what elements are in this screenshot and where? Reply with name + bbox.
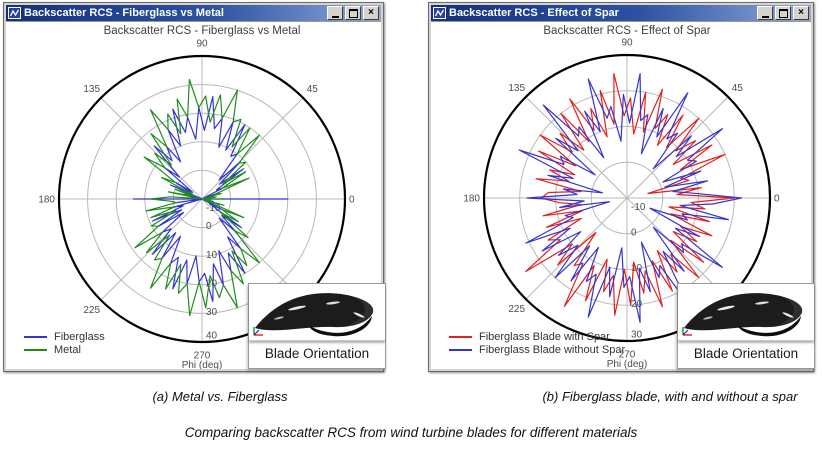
figure-window-icon bbox=[433, 7, 446, 19]
blade-orientation-inset: Blade Orientation bbox=[677, 283, 815, 369]
svg-text:0: 0 bbox=[631, 227, 637, 238]
legend-line-swatch bbox=[449, 335, 472, 338]
svg-text:180: 180 bbox=[38, 195, 55, 206]
legend: Fiberglass Metal bbox=[24, 330, 105, 356]
legend-label: Metal bbox=[54, 343, 81, 356]
blade-shape bbox=[684, 293, 803, 337]
close-icon: × bbox=[798, 7, 804, 18]
svg-text:180: 180 bbox=[463, 194, 480, 205]
blade-orientation-label: Blade Orientation bbox=[264, 346, 370, 361]
svg-text:40: 40 bbox=[206, 331, 218, 342]
figure-caption: Comparing backscatter RCS from wind turb… bbox=[184, 425, 638, 440]
titlebar[interactable]: Backscatter RCS - Fiberglass vs Metal × bbox=[6, 5, 381, 21]
svg-text:90: 90 bbox=[621, 38, 633, 49]
blade-3d-image bbox=[249, 284, 385, 341]
svg-text:135: 135 bbox=[83, 84, 100, 95]
figure-window-icon bbox=[8, 7, 21, 19]
blade-shape bbox=[255, 293, 374, 337]
svg-text:-10: -10 bbox=[206, 203, 221, 214]
axes-triad-icon bbox=[682, 327, 692, 336]
svg-text:Phi (deg): Phi (deg) bbox=[607, 359, 648, 369]
legend-line-swatch bbox=[449, 348, 472, 351]
svg-text:225: 225 bbox=[508, 304, 525, 315]
legend-label: Fiberglass Blade without Spar bbox=[479, 343, 626, 356]
polar-plot-effect-of-spar: Backscatter RCS - Effect of Spar 0 10 20 30 -… bbox=[463, 25, 780, 369]
svg-text:135: 135 bbox=[508, 83, 525, 94]
maximize-button[interactable] bbox=[345, 6, 361, 20]
svg-text:225: 225 bbox=[83, 305, 100, 316]
figure-client-area: Backscatter RCS - Fiberglass vs Metal 0 10… bbox=[6, 21, 386, 369]
axes-triad-icon bbox=[253, 327, 263, 336]
svg-text:Phi (deg): Phi (deg) bbox=[182, 360, 223, 369]
window-title: Backscatter RCS - Fiberglass vs Metal bbox=[24, 6, 224, 19]
minimize-button[interactable] bbox=[757, 6, 773, 20]
maximize-icon bbox=[348, 8, 358, 18]
minimize-button[interactable] bbox=[327, 6, 343, 20]
svg-text:45: 45 bbox=[307, 84, 319, 95]
svg-text:10: 10 bbox=[631, 263, 643, 274]
blade-orientation-label: Blade Orientation bbox=[693, 346, 799, 361]
blade-3d-image bbox=[678, 284, 814, 341]
caption-b: (b) Fiberglass blade, with and without a… bbox=[542, 389, 798, 404]
caption-a: (a) Metal vs. Fiberglass bbox=[152, 389, 288, 404]
legend-line-swatch bbox=[24, 335, 47, 338]
legend-label: Fiberglass bbox=[54, 330, 105, 343]
svg-text:0: 0 bbox=[349, 195, 355, 206]
maximize-icon bbox=[778, 8, 788, 18]
maximize-button[interactable] bbox=[775, 6, 791, 20]
svg-text:-10: -10 bbox=[631, 202, 646, 213]
polar-plot-fiberglass-vs-metal: Backscatter RCS - Fiberglass vs Metal 0 10… bbox=[38, 25, 355, 369]
svg-text:270: 270 bbox=[194, 351, 211, 362]
close-icon: × bbox=[368, 7, 374, 18]
window-title: Backscatter RCS - Effect of Spar bbox=[449, 6, 619, 19]
svg-text:20: 20 bbox=[631, 299, 643, 310]
svg-text:45: 45 bbox=[732, 83, 744, 94]
titlebar[interactable]: Backscatter RCS - Effect of Spar × bbox=[431, 5, 811, 21]
close-button[interactable]: × bbox=[793, 6, 809, 20]
svg-text:270: 270 bbox=[619, 350, 636, 361]
svg-text:90: 90 bbox=[196, 39, 208, 50]
svg-text:Backscatter RCS - Fiberglass v: Backscatter RCS - Fiberglass vs Metal bbox=[104, 25, 301, 37]
legend-label: Fiberglass Blade with Spar bbox=[479, 330, 610, 343]
minimize-icon bbox=[331, 15, 339, 18]
legend-item: Fiberglass Blade without Spar bbox=[449, 343, 625, 356]
svg-text:0: 0 bbox=[206, 221, 212, 232]
window-effect-of-spar: Backscatter RCS - Effect of Spar × Backs… bbox=[428, 2, 815, 372]
legend-item: Fiberglass Blade with Spar bbox=[449, 330, 625, 343]
legend-item: Metal bbox=[24, 343, 105, 356]
svg-text:Backscatter RCS - Effect of Sp: Backscatter RCS - Effect of Spar bbox=[543, 25, 710, 37]
legend: Fiberglass Blade with Spar Fiberglass Bla… bbox=[449, 330, 625, 356]
svg-text:20: 20 bbox=[206, 278, 218, 289]
svg-text:0: 0 bbox=[774, 194, 780, 205]
svg-text:30: 30 bbox=[206, 307, 218, 318]
svg-text:10: 10 bbox=[206, 250, 218, 261]
legend-item: Fiberglass bbox=[24, 330, 105, 343]
legend-line-swatch bbox=[24, 348, 47, 351]
svg-text:30: 30 bbox=[631, 330, 643, 341]
minimize-icon bbox=[761, 15, 769, 18]
figure-client-area: Backscatter RCS - Effect of Spar 0 10 20 30 -… bbox=[431, 21, 815, 369]
window-fiberglass-vs-metal: Backscatter RCS - Fiberglass vs Metal × … bbox=[3, 2, 386, 372]
close-button[interactable]: × bbox=[363, 6, 379, 20]
blade-orientation-inset: Blade Orientation bbox=[248, 283, 386, 369]
